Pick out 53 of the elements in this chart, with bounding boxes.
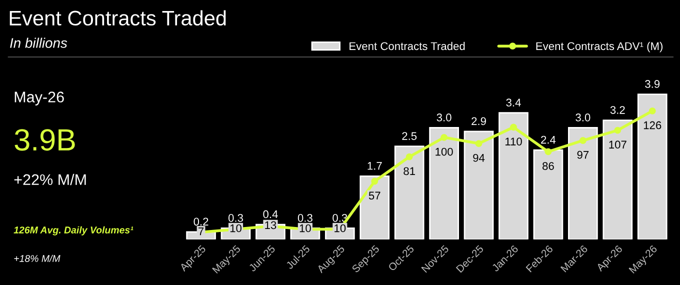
data-label: 0.3	[228, 214, 243, 222]
data-label: 86	[542, 162, 554, 170]
data-label: 2.5	[402, 132, 417, 140]
bar	[637, 94, 668, 240]
data-label: 94	[473, 154, 485, 162]
data-label: 3.9	[645, 80, 660, 88]
data-label: 126	[644, 121, 662, 130]
data-label: 3.4	[506, 98, 521, 107]
data-label: 107	[609, 140, 626, 149]
data-label: 3.2	[610, 106, 625, 114]
bar	[568, 127, 598, 240]
text: May-26	[14, 92, 64, 106]
point	[406, 153, 413, 160]
data-label: 0.4	[263, 210, 278, 218]
point	[475, 140, 482, 148]
legend-label: Event Contracts Traded	[350, 42, 465, 50]
data-label: 10	[230, 224, 242, 232]
data-label: 7	[198, 227, 204, 236]
bar	[533, 149, 564, 240]
data-label: 81	[404, 167, 415, 176]
text: In billions	[10, 38, 68, 48]
data-label: 2.9	[472, 117, 486, 126]
text: +22% M/M	[14, 174, 86, 186]
data-label: 2.4	[541, 136, 556, 144]
bar	[429, 127, 459, 240]
data-label: 10	[334, 224, 346, 232]
point	[440, 134, 448, 141]
data-label: 0.3	[298, 214, 312, 222]
point	[579, 137, 586, 144]
data-label: 10	[300, 224, 311, 232]
data-label: 100	[436, 148, 453, 156]
text: 126M Avg. Daily Volumes¹	[14, 226, 134, 236]
data-label: 3.0	[576, 114, 590, 122]
data-label: 1.7	[368, 162, 382, 170]
data-label: 13	[265, 221, 276, 230]
bar	[602, 120, 633, 240]
bar	[394, 146, 424, 240]
data-label: 0.2	[194, 218, 208, 226]
chart-title: Event Contracts Traded	[10, 10, 226, 26]
point	[648, 107, 656, 114]
point	[371, 178, 378, 185]
text: 3.9B	[14, 129, 75, 151]
point	[544, 148, 552, 156]
point	[510, 124, 517, 131]
data-label: 97	[577, 150, 589, 159]
data-label: 110	[505, 138, 522, 146]
text: +18% M/M	[14, 254, 60, 262]
bar	[498, 112, 528, 240]
data-label: 3.0	[436, 114, 452, 122]
legend-label: Event Contracts ADV¹ (M)	[536, 42, 663, 52]
data-label: 57	[368, 192, 380, 200]
point	[614, 126, 622, 134]
bar	[464, 130, 494, 240]
